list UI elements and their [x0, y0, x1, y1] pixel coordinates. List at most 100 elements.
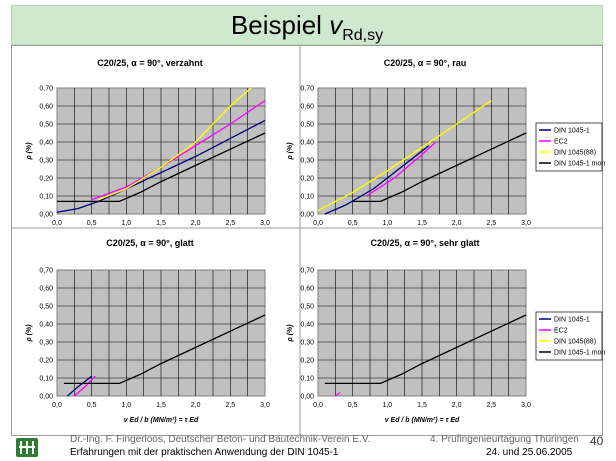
footer-author: Dr.-Ing. F. Fingerloos, Deutscher Beton-… [70, 434, 371, 445]
chart-title: C20/25, α = 90°, sehr glatt [371, 238, 480, 248]
y-tick-label: 0,40 [300, 322, 314, 329]
y-axis-label: ρ (%) [26, 142, 33, 161]
legend-entry: DIN 1045(88) [554, 339, 596, 346]
x-axis-label: v Ed / b (MN/m²) = τ Ed [385, 417, 460, 424]
x-tick-label: 3,0 [260, 402, 270, 409]
y-tick-label: 0,30 [300, 158, 314, 165]
y-tick-label: 0,50 [39, 304, 53, 311]
association-logo-icon [16, 438, 38, 457]
y-axis-label: ρ (%) [287, 142, 294, 161]
series-line-1 [66, 375, 93, 397]
slide-title-variable: v [329, 10, 343, 40]
y-tick-label: 0,70 [300, 86, 314, 93]
chart-1: C20/25, α = 90°, verzahnt 0,0 0,5 1,0 1,5 2,0… [26, 58, 270, 227]
y-tick-label: 0,60 [39, 286, 53, 293]
y-tick-label: 0,60 [300, 286, 314, 293]
y-tick-label: 0,70 [300, 268, 314, 275]
y-tick-label: 0,70 [39, 268, 53, 275]
chart-2: C20/25, α = 90°, rau 0,0 0,5 1,0 1,5 2,0 2,5 3,… [287, 58, 531, 227]
y-tick-label: 0,20 [300, 358, 314, 365]
x-tick-label: 1,0 [121, 402, 131, 409]
x-tick-label: 0,0 [52, 220, 62, 227]
y-tick-label: 0,50 [300, 304, 314, 311]
x-tick-label: 2,5 [486, 220, 496, 227]
series-line-3 [98, 87, 252, 201]
y-tick-label: 0,30 [300, 340, 314, 347]
y-axis-label: ρ (%) [26, 324, 33, 343]
footer-event: 4. Prüfingenieurtagung Thüringen [430, 434, 579, 445]
y-tick-label: 0,00 [39, 394, 53, 401]
chart-3: C20/25, α = 90°, glatt 0,0 0,5 1,0 1,5 2,0 2,5… [26, 238, 270, 424]
series-line-2 [73, 375, 96, 397]
y-tick-label: 0,50 [39, 122, 53, 129]
y-tick-label: 0,60 [300, 104, 314, 111]
legend-entry: EC2 [554, 139, 568, 146]
slide-title: Beispiel vRd,sy [12, 10, 602, 45]
chart-4: C20/25, α = 90°, sehr glatt 0,0 0,5 1,0 1,5 2… [287, 238, 531, 424]
y-tick-label: 0,40 [39, 322, 53, 329]
y-tick-label: 0,20 [39, 358, 53, 365]
x-tick-label: 2,0 [452, 402, 462, 409]
x-tick-label: 1,5 [156, 402, 166, 409]
y-tick-label: 0,10 [39, 194, 53, 201]
y-tick-label: 0,50 [300, 122, 314, 129]
series-line-1 [56, 119, 266, 213]
y-tick-label: 0,30 [39, 340, 53, 347]
series-line-4 [57, 132, 266, 203]
x-tick-label: 2,0 [191, 402, 201, 409]
x-tick-label: 0,0 [313, 402, 323, 409]
y-tick-label: 0,00 [300, 394, 314, 401]
legend-entry: DIN 1045(88) [554, 150, 596, 157]
series-line-4 [324, 314, 527, 385]
y-tick-label: 0,10 [300, 194, 314, 201]
y-tick-label: 0,10 [39, 376, 53, 383]
x-tick-label: 2,5 [486, 402, 496, 409]
y-tick-label: 0,20 [300, 176, 314, 183]
y-tick-label: 0,40 [39, 140, 53, 147]
legend-entry: DIN 1045-1 [554, 128, 590, 135]
footer-date: 24. und 25.06.2005 [486, 447, 573, 458]
series-line-4 [352, 132, 527, 203]
x-tick-label: 3,0 [521, 220, 531, 227]
legend-entry: DIN 1045-1 mon [554, 350, 605, 357]
footer-talk-title: Erfahrungen mit der praktischen Anwendun… [70, 447, 339, 458]
series-line-4 [63, 314, 266, 385]
chart-title: C20/25, α = 90°, rau [384, 58, 466, 68]
legend-entry: DIN 1045-1 mon [554, 161, 605, 168]
y-tick-label: 0,70 [39, 86, 53, 93]
legend-1: DIN 1045-1 EC2 DIN 1045(88) DIN 1045-1 mon [535, 122, 605, 172]
x-tick-label: 2,5 [225, 220, 235, 227]
x-axis-label: v Ed / b (MN/m²) = τ Ed [124, 417, 199, 424]
y-tick-label: 0,10 [300, 376, 314, 383]
x-tick-label: 1,5 [417, 402, 427, 409]
series-line-2 [366, 141, 437, 197]
x-tick-label: 0,5 [348, 402, 358, 409]
legend-2: DIN 1045-1 EC2 DIN 1045(88) DIN 1045-1 mon [535, 311, 605, 361]
series-line-1 [324, 145, 430, 215]
x-tick-label: 1,0 [121, 220, 131, 227]
y-tick-label: 0,40 [300, 140, 314, 147]
y-axis-label: ρ (%) [287, 324, 294, 343]
page-number: 40 [590, 434, 604, 448]
slide-title-subscript: Rd,sy [342, 27, 384, 44]
chart-title: C20/25, α = 90°, glatt [106, 238, 193, 248]
legend-entry: EC2 [554, 328, 568, 335]
chart-title: C20/25, α = 90°, verzahnt [97, 58, 202, 68]
x-tick-label: 0,0 [52, 402, 62, 409]
x-tick-label: 3,0 [521, 402, 531, 409]
x-tick-label: 0,5 [87, 402, 97, 409]
y-tick-label: 0,00 [300, 212, 314, 219]
y-tick-label: 0,00 [39, 212, 53, 219]
series-line-2 [334, 391, 341, 397]
slide-title-main: Beispiel [230, 10, 330, 40]
x-tick-label: 0,5 [348, 220, 358, 227]
y-tick-label: 0,60 [39, 104, 53, 111]
x-tick-label: 1,0 [382, 220, 392, 227]
x-tick-label: 1,5 [417, 220, 427, 227]
x-tick-label: 1,0 [382, 402, 392, 409]
x-tick-label: 1,5 [156, 220, 166, 227]
x-tick-label: 3,0 [260, 220, 270, 227]
y-tick-label: 0,30 [39, 158, 53, 165]
